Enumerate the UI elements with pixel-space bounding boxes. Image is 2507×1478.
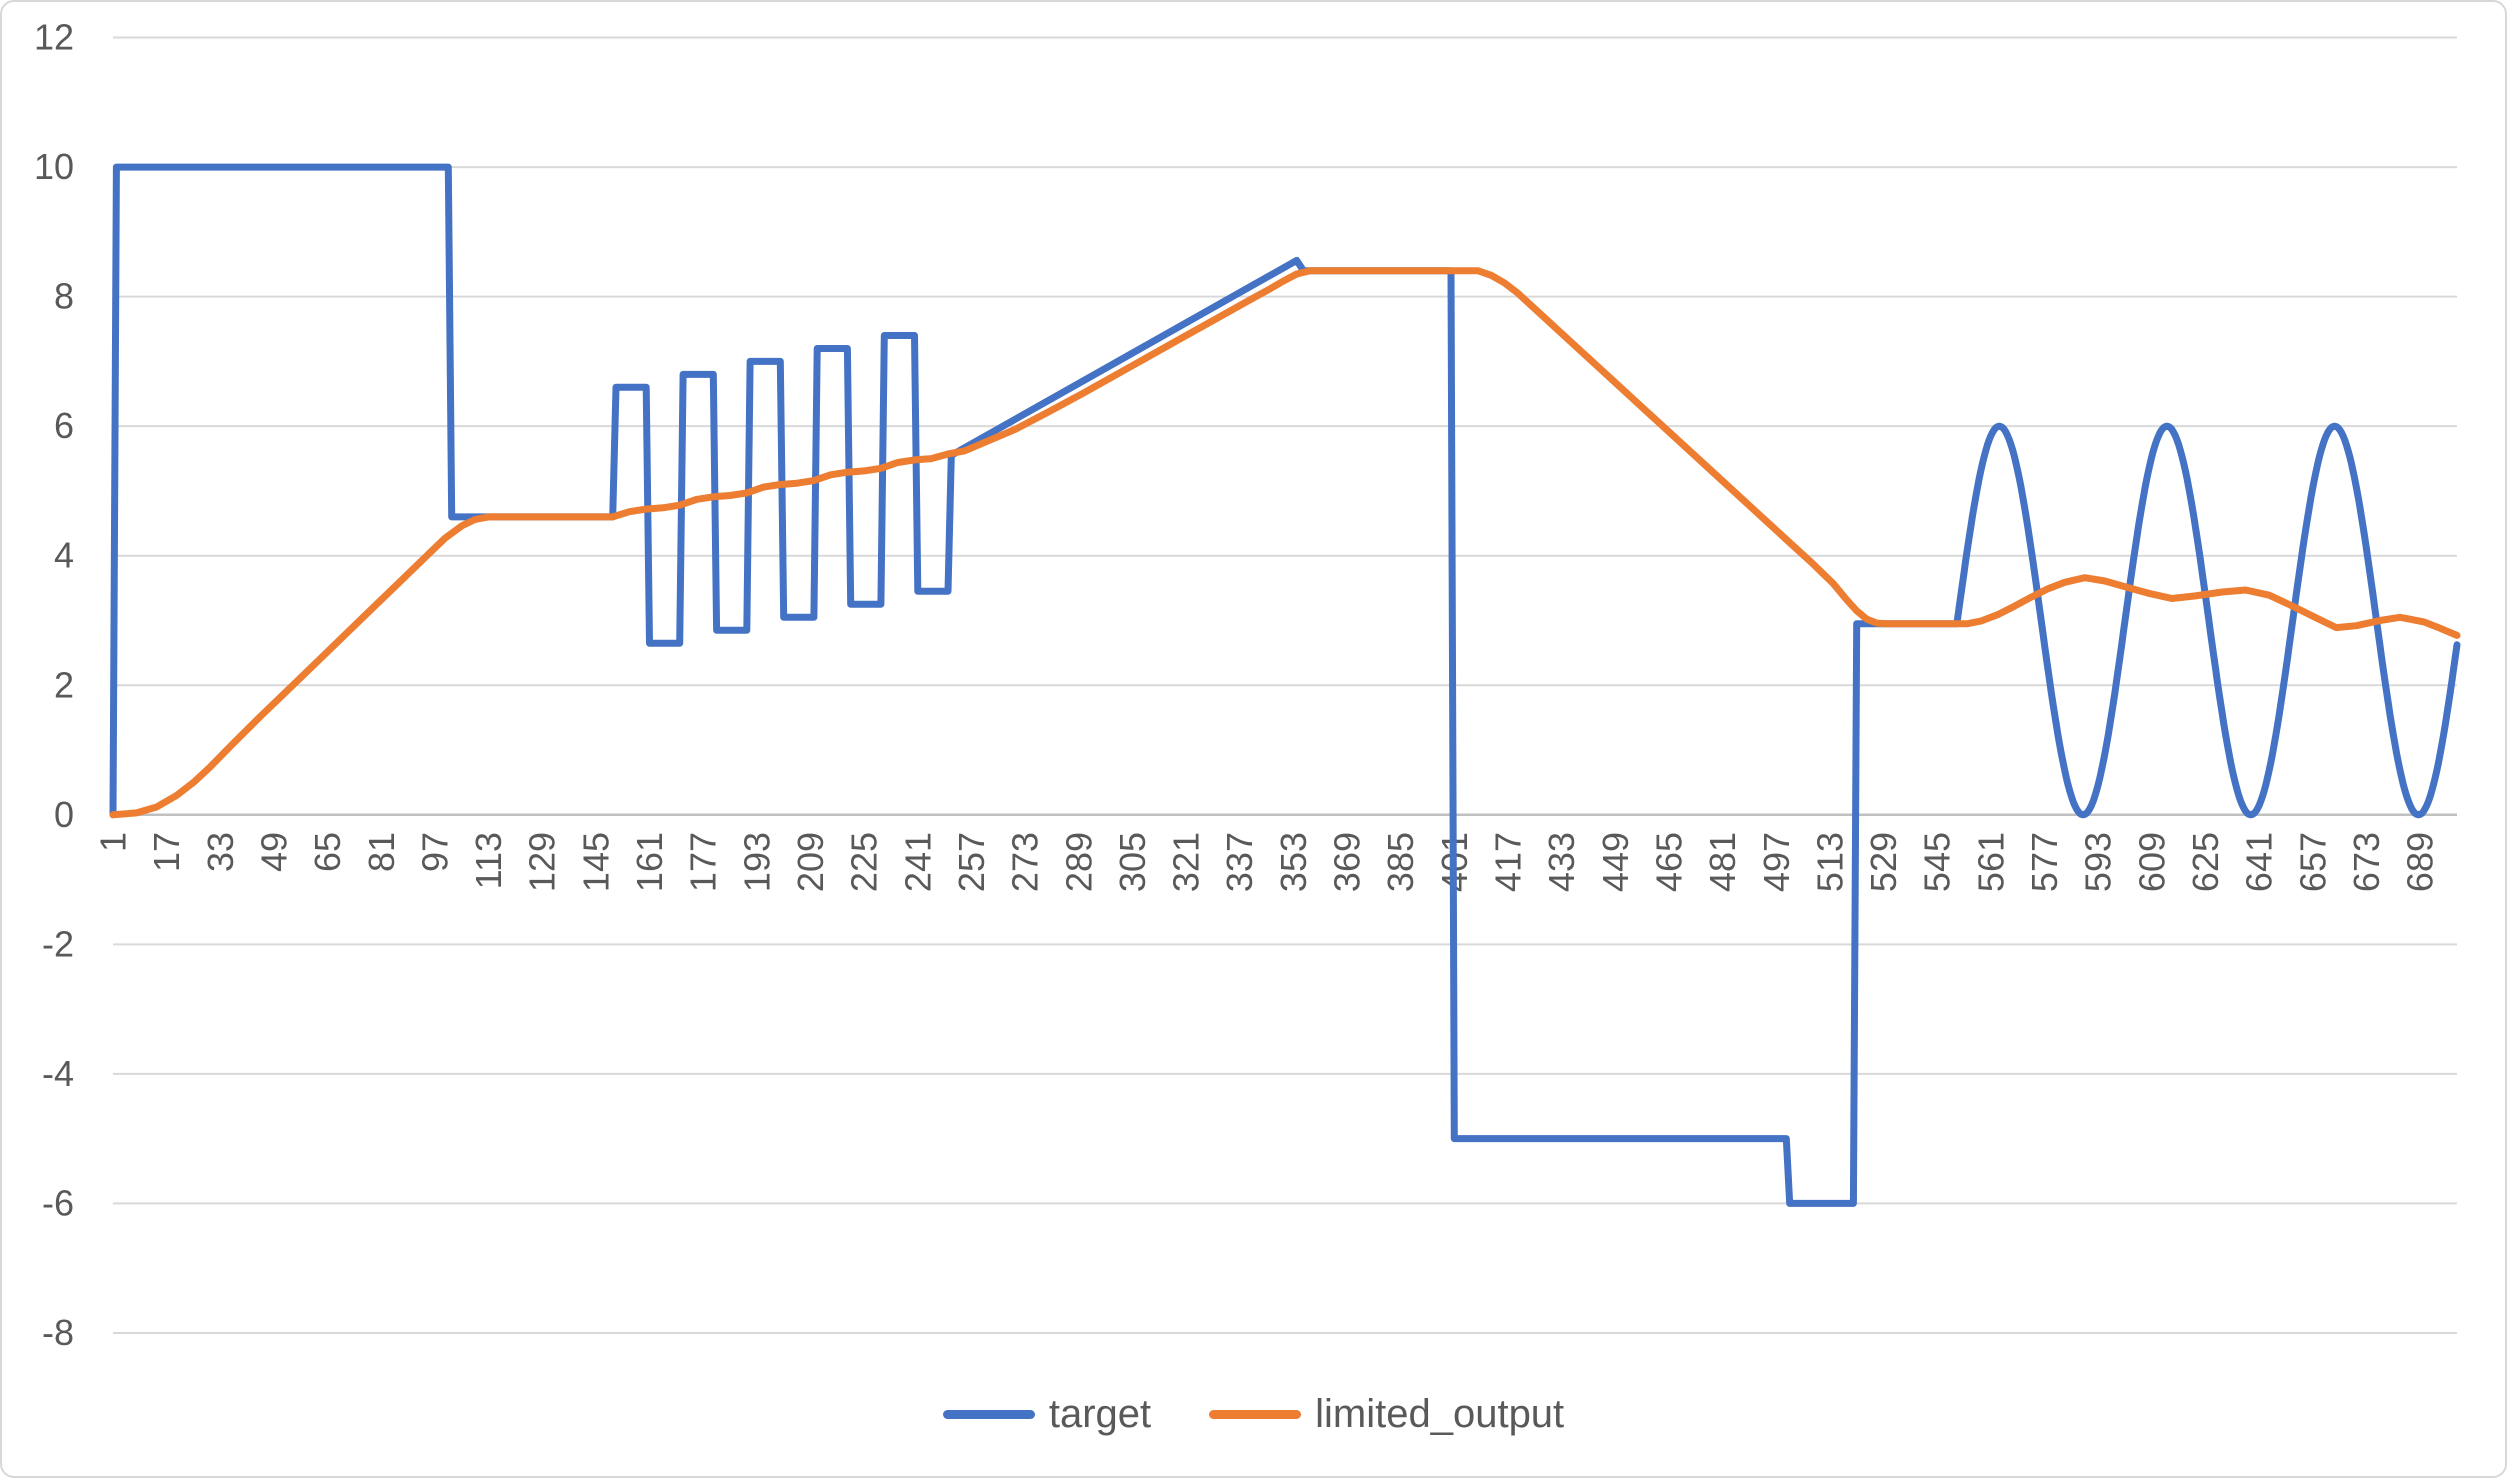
y-tick-label-2: 2 xyxy=(54,664,74,705)
x-tick-label-33: 33 xyxy=(200,832,241,872)
x-tick-label-145: 145 xyxy=(575,832,616,892)
x-tick-label-513: 513 xyxy=(1809,832,1850,892)
x-tick-label-641: 641 xyxy=(2239,832,2280,892)
legend-swatch-limited-output xyxy=(1209,1409,1302,1419)
x-tick-label-497: 497 xyxy=(1756,832,1797,892)
x-tick-label-449: 449 xyxy=(1595,832,1636,892)
legend-label-limited-output: limited_output xyxy=(1315,1392,1565,1436)
legend-swatch-target xyxy=(942,1409,1035,1419)
y-tick-label--8: -8 xyxy=(42,1312,74,1353)
y-tick-label-10: 10 xyxy=(34,146,74,187)
y-tick-label--6: -6 xyxy=(42,1182,74,1223)
x-tick-label-481: 481 xyxy=(1702,832,1743,892)
y-tick-label-8: 8 xyxy=(54,276,74,317)
x-tick-label-65: 65 xyxy=(307,832,348,872)
x-tick-label-417: 417 xyxy=(1487,832,1528,892)
x-tick-label-289: 289 xyxy=(1058,832,1099,892)
y-tick-label-0: 0 xyxy=(54,794,74,835)
x-tick-label-625: 625 xyxy=(2185,832,2226,892)
x-tick-label-673: 673 xyxy=(2346,832,2387,892)
x-tick-label-225: 225 xyxy=(844,832,885,892)
y-tick-label-12: 12 xyxy=(34,17,74,58)
x-tick-label-433: 433 xyxy=(1541,832,1582,892)
x-tick-label-385: 385 xyxy=(1380,832,1421,892)
legend-item-target[interactable]: target xyxy=(942,1392,1152,1436)
x-tick-label-129: 129 xyxy=(522,832,563,892)
x-tick-label-209: 209 xyxy=(790,832,831,892)
y-tick-label--2: -2 xyxy=(42,923,74,964)
legend-label-target: target xyxy=(1048,1392,1152,1436)
chart-legend: target limited_output xyxy=(2,1394,2505,1434)
x-tick-label-545: 545 xyxy=(1917,832,1958,892)
x-tick-label-561: 561 xyxy=(1970,832,2011,892)
x-tick-label-161: 161 xyxy=(629,832,670,892)
x-tick-label-657: 657 xyxy=(2292,832,2333,892)
x-tick-label-337: 337 xyxy=(1219,832,1260,892)
y-tick-label--4: -4 xyxy=(42,1053,74,1094)
legend-item-limited-output[interactable]: limited_output xyxy=(1209,1394,1564,1434)
x-tick-label-113: 113 xyxy=(468,832,509,889)
x-tick-label-193: 193 xyxy=(736,832,777,892)
x-tick-label-257: 257 xyxy=(951,832,992,892)
x-tick-label-1: 1 xyxy=(93,832,134,852)
x-tick-label-609: 609 xyxy=(2131,832,2172,892)
x-tick-label-369: 369 xyxy=(1327,832,1368,892)
y-tick-label-4: 4 xyxy=(54,535,74,576)
x-tick-label-689: 689 xyxy=(2400,832,2441,892)
x-tick-label-577: 577 xyxy=(2024,832,2065,892)
series-line-limited_output[interactable] xyxy=(109,267,2461,819)
x-tick-label-593: 593 xyxy=(2078,832,2119,892)
series-line-target[interactable] xyxy=(109,163,2461,1207)
x-tick-label-273: 273 xyxy=(1005,832,1046,892)
x-tick-label-17: 17 xyxy=(146,832,187,872)
x-tick-label-81: 81 xyxy=(361,832,402,872)
x-tick-label-49: 49 xyxy=(253,832,294,872)
x-tick-label-97: 97 xyxy=(414,832,455,872)
x-tick-label-241: 241 xyxy=(897,832,938,892)
x-tick-label-353: 353 xyxy=(1273,832,1314,892)
x-tick-label-529: 529 xyxy=(1863,832,1904,892)
x-tick-label-305: 305 xyxy=(1112,832,1153,892)
x-tick-label-465: 465 xyxy=(1648,832,1689,892)
x-tick-label-321: 321 xyxy=(1166,832,1207,892)
x-tick-label-177: 177 xyxy=(683,832,724,892)
y-tick-label-6: 6 xyxy=(54,405,74,446)
